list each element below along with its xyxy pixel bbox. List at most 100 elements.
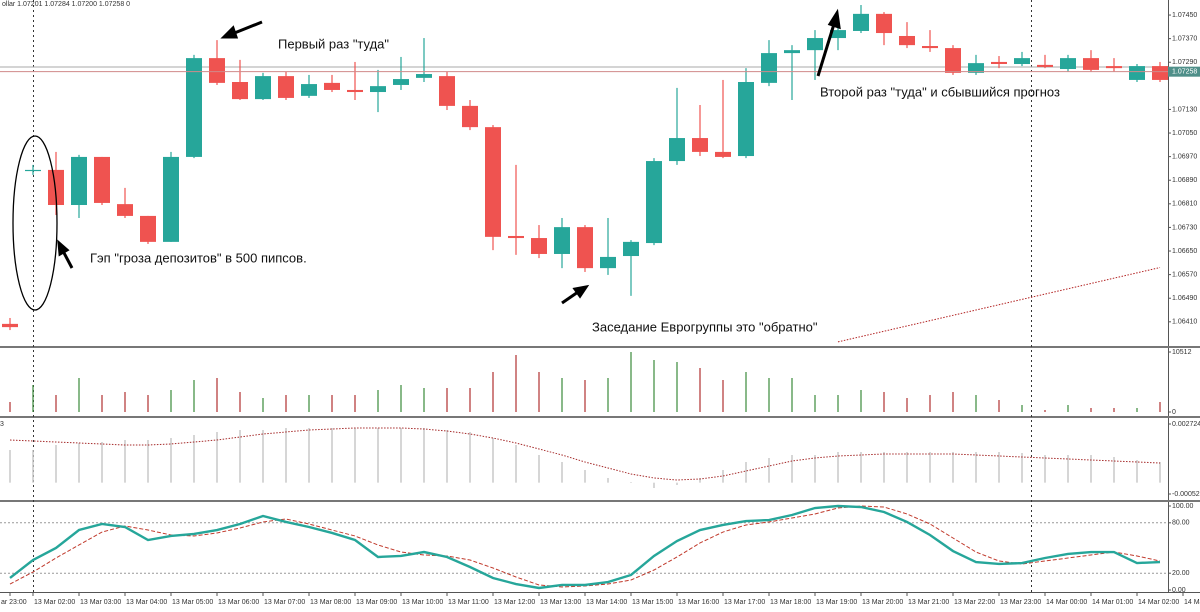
candle-body: [853, 13, 869, 31]
candle-body: [876, 13, 892, 34]
current-price-box: [1168, 66, 1200, 77]
candle-body: [830, 30, 846, 39]
candle-body: [692, 138, 708, 152]
candle-body: [508, 235, 524, 239]
arrows: [57, 8, 841, 305]
y-tick-label: 1.07050: [1172, 130, 1197, 137]
candle-body: [439, 76, 455, 106]
candle-body: [669, 138, 685, 162]
moving-average: [837, 267, 1161, 343]
candle-body: [186, 58, 202, 157]
candle-body: [623, 241, 639, 257]
oscillator-label: 3: [0, 421, 4, 428]
x-tick-label: 13 Mar 12:00: [494, 599, 535, 606]
annotation: Второй раз "туда" и сбывшийся прогноз: [820, 84, 1060, 99]
candle-body: [48, 169, 64, 206]
candle-body: [715, 151, 731, 157]
candle-body: [807, 38, 823, 51]
y-tick-label: 1.07450: [1172, 12, 1197, 19]
gap-ellipse: [12, 135, 58, 311]
x-tick-label: 13 Mar 17:00: [724, 599, 765, 606]
x-tick-label: 13 Mar 13:00: [540, 599, 581, 606]
y-tick-label: 1.06410: [1172, 319, 1197, 326]
y-tick-label: 1.06570: [1172, 271, 1197, 278]
candle-body: [1152, 66, 1168, 80]
annotation: Первый раз "туда": [278, 36, 389, 51]
x-tick-label: 13 Mar 16:00: [678, 599, 719, 606]
x-tick-label: ar 23:00: [1, 599, 27, 606]
arrow: [231, 20, 263, 36]
candle-body: [1106, 66, 1122, 69]
arrow-head: [220, 25, 239, 39]
candle-body: [485, 127, 501, 237]
candle-body: [301, 84, 317, 96]
y-tick-label: 80.00: [1172, 520, 1190, 527]
arrow-head: [57, 239, 70, 257]
x-tick-label: 13 Mar 02:00: [34, 599, 75, 606]
stochastic-main: [9, 504, 1161, 590]
y-tick-label: 10512: [1172, 349, 1192, 356]
y-tick-label: 1.07370: [1172, 35, 1197, 42]
candle-body: [163, 156, 179, 242]
x-tick-label: 14 Mar 03:0: [1184, 599, 1200, 606]
arrow: [816, 23, 836, 77]
candle-body: [278, 76, 294, 98]
arrow: [561, 290, 579, 305]
current-price-label: 1.07258: [1172, 69, 1197, 76]
candle-body: [554, 227, 570, 254]
x-tick-label: 13 Mar 18:00: [770, 599, 811, 606]
y-tick-label: 1.06650: [1172, 248, 1197, 255]
candle-body: [209, 58, 225, 83]
candle-body: [1014, 58, 1030, 65]
x-tick-label: 14 Mar 00:00: [1046, 599, 1087, 606]
candle-body: [577, 227, 593, 269]
y-tick-label: 1.06490: [1172, 295, 1197, 302]
x-tick-label: 13 Mar 14:00: [586, 599, 627, 606]
marks: 1.06410 1.06490 1.06570 1.06650 1.06730 1.068…: [0, 5, 1200, 606]
header: ollar 1.07201 1.07284 1.07200 1.07258 0: [2, 1, 130, 8]
x-tick-label: 13 Mar 22:00: [954, 599, 995, 606]
candle-body: [646, 161, 662, 244]
y-tick-label: 20.00: [1172, 570, 1190, 577]
y-tick-label: 0: [1172, 409, 1176, 416]
candle-body: [416, 74, 432, 78]
candle-body: [462, 105, 478, 128]
candle-body: [784, 50, 800, 54]
y-tick-label: 1.06970: [1172, 153, 1197, 160]
candle-body: [968, 63, 984, 73]
candle-body: [1037, 64, 1053, 67]
y-tick-label: 100.00: [1172, 503, 1194, 510]
candle-body: [347, 89, 363, 93]
panel-separator: [0, 416, 1200, 418]
candle-body: [324, 82, 340, 90]
annotation: Заседание Еврогруппы это "обратно": [592, 319, 818, 334]
x-tick-label: 13 Mar 19:00: [816, 599, 857, 606]
candle-body: [531, 238, 547, 254]
candle-body: [738, 82, 754, 157]
x-tick-label: 14 Mar 02:00: [1138, 599, 1179, 606]
candle-body: [945, 48, 961, 73]
candle-body: [255, 76, 271, 100]
arrow-head: [572, 284, 590, 299]
x-tick-label: 13 Mar 11:00: [448, 599, 489, 606]
y-tick-label: 0.00: [1172, 587, 1186, 594]
x-tick-label: 13 Mar 03:00: [80, 599, 121, 606]
y-tick-label: 1.07290: [1172, 59, 1197, 66]
y-tick-label: 1.07130: [1172, 106, 1197, 113]
x-tick-label: 13 Mar 23:00: [1000, 599, 1041, 606]
candle-body: [922, 46, 938, 49]
x-tick-label: 13 Mar 07:00: [264, 599, 305, 606]
candle-body: [140, 215, 156, 242]
candle-body: [25, 169, 41, 172]
y-tick-label: 1.06730: [1172, 224, 1197, 231]
x-tick-label: 13 Mar 20:00: [862, 599, 903, 606]
x-tick-label: 14 Mar 01:00: [1092, 599, 1133, 606]
x-tick-label: 13 Mar 05:00: [172, 599, 213, 606]
candle-body: [899, 35, 915, 46]
candle-body: [761, 53, 777, 83]
candle-body: [1060, 58, 1076, 70]
candle-body: [232, 82, 248, 100]
candle-body: [600, 256, 616, 269]
